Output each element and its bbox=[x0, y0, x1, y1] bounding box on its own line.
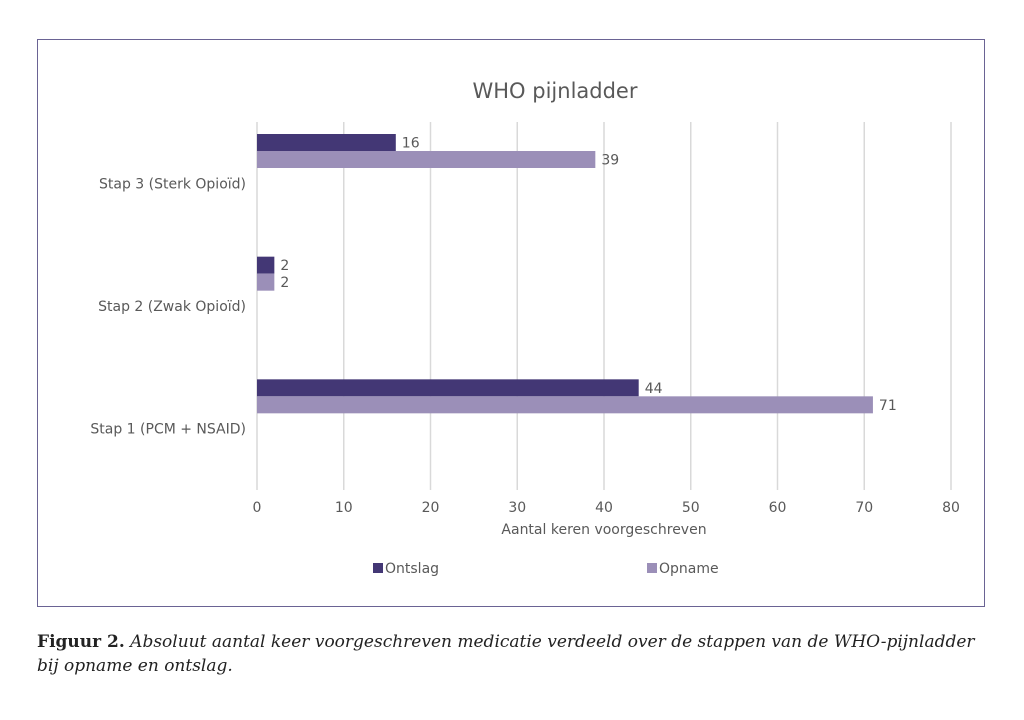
x-tick-label: 60 bbox=[769, 500, 787, 516]
data-label: 2 bbox=[280, 275, 289, 291]
data-label: 44 bbox=[645, 381, 663, 397]
legend-swatch-ontslag bbox=[373, 563, 383, 573]
chart-title: WHO pijnladder bbox=[473, 79, 638, 103]
caption-label: Figuur 2. bbox=[37, 632, 125, 652]
bar-opname bbox=[257, 151, 596, 168]
x-tick-label: 20 bbox=[422, 500, 440, 516]
legend-label: Opname bbox=[659, 561, 719, 577]
x-tick-label: 80 bbox=[942, 500, 960, 516]
legend-label: Ontslag bbox=[385, 561, 439, 577]
x-axis-label: Aantal keren voorgeschreven bbox=[501, 522, 706, 538]
data-label: 71 bbox=[879, 398, 897, 414]
bar-ontslag bbox=[257, 134, 396, 151]
data-label: 39 bbox=[601, 153, 619, 169]
chart-svg: WHO pijnladder 44 71 22 16 39 0 10 20 30 40 50 60 7… bbox=[90, 79, 960, 577]
x-tick-label: 30 bbox=[508, 500, 526, 516]
category-label: Stap 2 (Zwak Opioïd) bbox=[98, 299, 246, 315]
bar-ontslag bbox=[257, 379, 639, 397]
data-label: 2 bbox=[280, 258, 289, 274]
caption-text: Absoluut aantal keer voorgeschreven medi… bbox=[37, 632, 975, 676]
legend-swatch-opname bbox=[647, 563, 657, 573]
category-label: Stap 3 (Sterk Opioïd) bbox=[99, 176, 246, 192]
x-tick-label: 10 bbox=[335, 500, 353, 516]
figure-caption: Figuur 2. Absoluut aantal keer voorgesch… bbox=[37, 630, 997, 678]
x-tick-label: 0 bbox=[253, 500, 262, 516]
x-tick-label: 70 bbox=[855, 500, 873, 516]
bar-ontslag bbox=[257, 256, 275, 274]
x-tick-label: 50 bbox=[682, 500, 700, 516]
data-label: 16 bbox=[402, 136, 420, 152]
category-label: Stap 1 (PCM + NSAID) bbox=[90, 422, 246, 438]
bar-opname bbox=[257, 396, 873, 414]
bar-opname bbox=[257, 273, 275, 291]
chart-frame bbox=[37, 39, 985, 607]
x-tick-label: 40 bbox=[595, 500, 613, 516]
